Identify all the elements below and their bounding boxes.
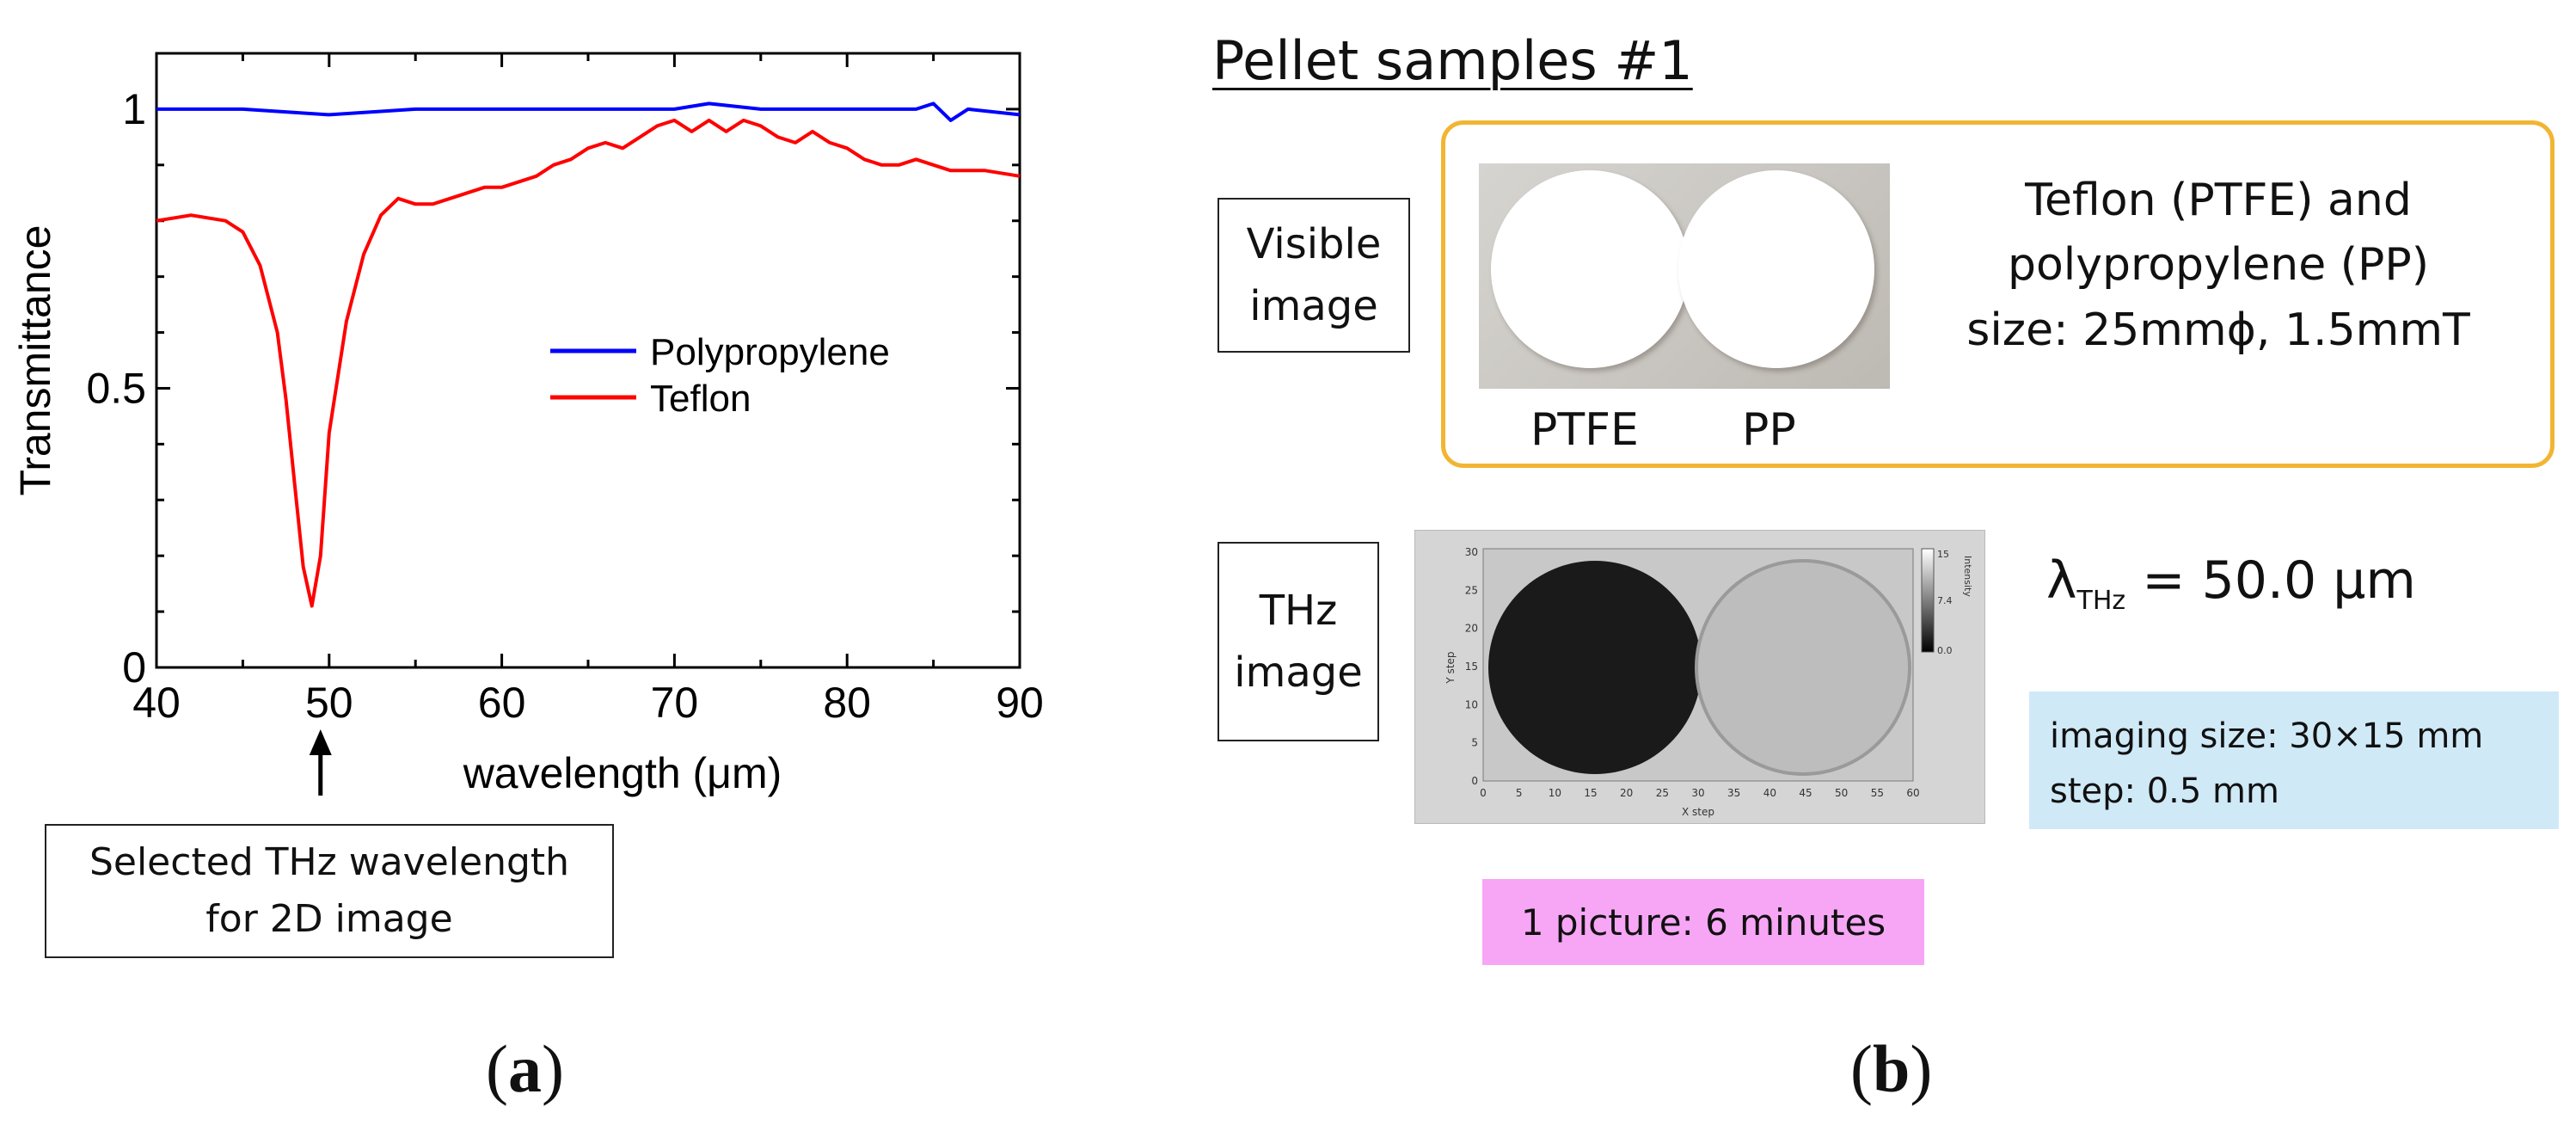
thz-image-plot: 15 7.4 0.0 Intensity 0 5 10 15 20 25 30 35 40 45 5… bbox=[1444, 546, 1973, 818]
visible-image-label: Visible image bbox=[1217, 198, 1410, 353]
thz-y-tick: 15 bbox=[1465, 661, 1478, 673]
thz-x-tick: 20 bbox=[1620, 787, 1633, 799]
thz-colorbar-tick: 7.4 bbox=[1937, 595, 1953, 606]
thz-y-tick: 25 bbox=[1465, 584, 1478, 596]
x-axis-label: wavelength (μm) bbox=[463, 749, 782, 797]
ptfe-pellet bbox=[1491, 170, 1689, 368]
y-tick-label: 1 bbox=[122, 85, 146, 133]
x-tick-label: 60 bbox=[478, 679, 526, 727]
x-tick-label: 50 bbox=[305, 679, 353, 727]
thz-image: 15 7.4 0.0 Intensity 0 5 10 15 20 25 30 35 40 45 5… bbox=[1414, 530, 1985, 824]
thz-x-tick: 0 bbox=[1480, 787, 1487, 799]
thz-x-tick: 60 bbox=[1906, 787, 1919, 799]
sample-description: Teflon (PTFE) and polypropylene (PP) siz… bbox=[1966, 175, 2470, 356]
thz-x-tick: 35 bbox=[1727, 787, 1740, 799]
thz-x-tick: 15 bbox=[1584, 787, 1597, 799]
panel-label-b: (b) bbox=[1850, 1031, 1933, 1106]
visible-image-frame bbox=[1441, 120, 2555, 468]
legend-label-polypropylene: Polypropylene bbox=[650, 331, 890, 373]
thz-x-label: X step bbox=[1682, 806, 1714, 818]
thz-y-tick: 30 bbox=[1465, 546, 1478, 558]
panel-label-a: (a) bbox=[486, 1031, 564, 1106]
thz-wavelength: λTHz = 50.0 μm bbox=[2046, 550, 2416, 616]
thz-colorbar bbox=[1921, 548, 1935, 653]
thz-y-tick: 10 bbox=[1465, 698, 1478, 710]
thz-y-tick: 5 bbox=[1471, 737, 1478, 749]
thz-colorbar-tick: 15 bbox=[1937, 549, 1949, 560]
x-tick-label: 40 bbox=[132, 679, 181, 727]
pp-caption: PP bbox=[1742, 404, 1796, 456]
y-tick-label: 0 bbox=[122, 643, 146, 692]
x-tick-label: 90 bbox=[996, 679, 1044, 727]
thz-x-tick: 25 bbox=[1656, 787, 1669, 799]
pp-thz-disc bbox=[1695, 559, 1911, 776]
thz-image-label: THz image bbox=[1217, 542, 1379, 741]
x-tick-label: 80 bbox=[823, 679, 871, 727]
y-tick-label: 0.5 bbox=[86, 364, 146, 412]
thz-y-tick: 20 bbox=[1465, 623, 1478, 635]
thz-y-tick: 0 bbox=[1471, 775, 1478, 787]
ptfe-thz-disc bbox=[1488, 561, 1702, 774]
thz-x-tick: 40 bbox=[1763, 787, 1776, 799]
pp-pellet bbox=[1678, 170, 1874, 368]
selected-wavelength-note: Selected THz wavelength for 2D image bbox=[45, 824, 614, 958]
thz-colorbar-tick: 0.0 bbox=[1937, 645, 1953, 656]
series-line-polypropylene bbox=[156, 101, 1021, 122]
sample-photo bbox=[1479, 163, 1890, 389]
annotation-arrow-head bbox=[309, 729, 332, 755]
x-tick-label: 70 bbox=[651, 679, 699, 727]
thz-x-tick: 55 bbox=[1871, 787, 1884, 799]
picture-time: 1 picture: 6 minutes bbox=[1482, 879, 1924, 965]
pellet-title: Pellet samples #1 bbox=[1212, 29, 1693, 92]
y-axis-label: Transmittance bbox=[11, 225, 59, 496]
plot-frame bbox=[155, 52, 1021, 669]
imaging-info: imaging size: 30×15 mm step: 0.5 mm bbox=[2029, 692, 2559, 829]
legend-label-teflon: Teflon bbox=[650, 378, 751, 420]
ptfe-caption: PTFE bbox=[1530, 404, 1639, 456]
thz-x-tick: 50 bbox=[1835, 787, 1848, 799]
series-line-teflon bbox=[156, 118, 1021, 608]
thz-x-tick: 30 bbox=[1691, 787, 1704, 799]
thz-x-tick: 5 bbox=[1516, 787, 1523, 799]
thz-x-tick: 10 bbox=[1549, 787, 1561, 799]
thz-colorbar-label: Intensity bbox=[1962, 556, 1973, 597]
thz-y-label: Y step bbox=[1444, 651, 1457, 684]
thz-x-tick: 45 bbox=[1799, 787, 1812, 799]
